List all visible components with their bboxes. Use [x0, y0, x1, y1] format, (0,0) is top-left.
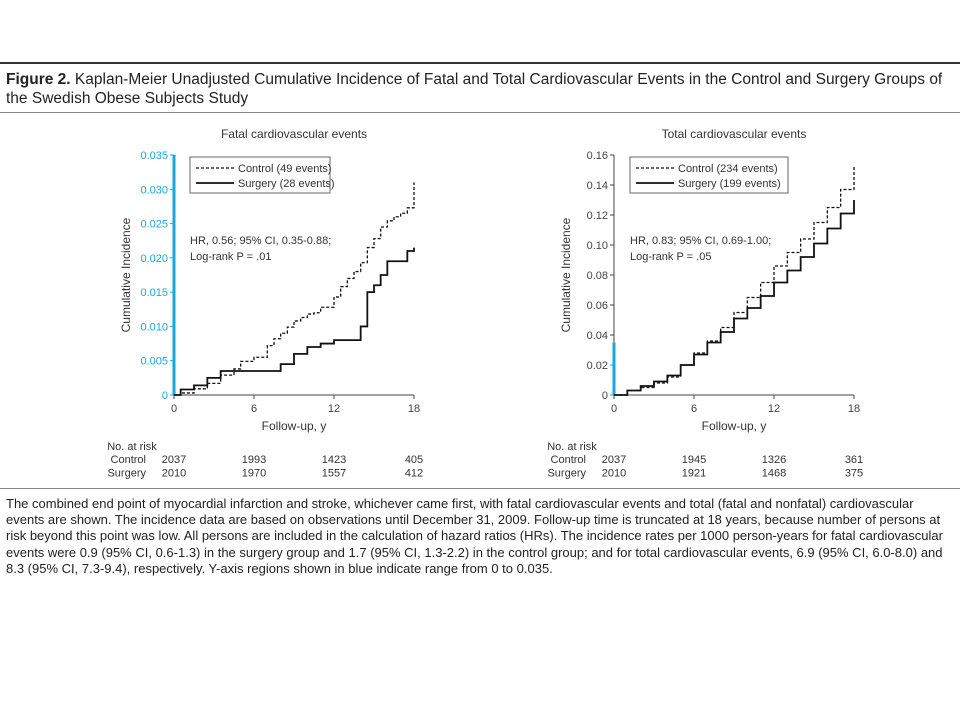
chart1-xtick-label: 6 [251, 403, 257, 415]
chart1-ytick-label: 0 [162, 390, 168, 402]
chart1-x-axis-label: Follow-up, y [262, 419, 327, 433]
chart2-ytick-label: 0.14 [587, 180, 608, 192]
chart2-annotation: HR, 0.83; 95% CI, 0.69-1.00; [630, 235, 771, 247]
figure-caption: The combined end point of myocardial inf… [6, 496, 943, 576]
chart2-xtick-label: 12 [768, 403, 780, 415]
chart1-series-control-line [174, 182, 415, 396]
chart2-title: Total cardiovascular events [662, 127, 807, 141]
chart2-risk-header: No. at risk [547, 441, 597, 453]
caption-rule [0, 488, 960, 489]
chart1-risk-value: 1970 [242, 468, 266, 480]
chart1-y-axis-label: Cumulative Incidence [119, 217, 133, 332]
chart1-risk-group: Surgery [107, 468, 146, 480]
chart1-risk-value: 1993 [242, 454, 266, 466]
chart1-risk-value: 2010 [162, 468, 186, 480]
title-rule [0, 112, 960, 113]
chart1-legend-label: Control (49 events) [238, 163, 332, 175]
chart2-risk-value: 1326 [762, 454, 786, 466]
figure-title: Figure 2. Kaplan-Meier Unadjusted Cumula… [6, 70, 954, 108]
chart1-risk-value: 2037 [162, 454, 186, 466]
chart2-annotation: Log-rank P = .05 [630, 251, 711, 263]
chart1-series-surgery-line [174, 247, 415, 396]
chart1-risk-value: 412 [405, 468, 423, 480]
figure-title-text: Kaplan-Meier Unadjusted Cumulative Incid… [6, 71, 943, 107]
chart1-risk-header: No. at risk [107, 441, 157, 453]
chart2-series-surgery-line [614, 200, 855, 396]
charts-canvas: Fatal cardiovascular events 0 0.005 0.010 0.… [107, 127, 863, 480]
chart2-risk-value: 2010 [602, 468, 626, 480]
chart2-risk-value: 1468 [762, 468, 786, 480]
chart2-ytick-label: 0.06 [587, 300, 608, 312]
chart2-y-axis-label: Cumulative Incidence [559, 217, 573, 332]
chart1-xtick-label: 0 [171, 403, 177, 415]
chart1-legend-box [189, 156, 331, 194]
figure-label: Figure 2. [6, 71, 71, 88]
chart2-risk-value: 2037 [602, 454, 626, 466]
chart2-ytick-label: 0 [602, 390, 608, 402]
chart2-ytick-label: 0.12 [587, 210, 608, 222]
chart2-x-axis-label: Follow-up, y [702, 419, 767, 433]
chart2-xtick-label: 6 [691, 403, 697, 415]
chart1-risk-value: 1557 [322, 468, 346, 480]
chart1-ytick-label: 0.035 [140, 150, 168, 162]
top-rule [0, 62, 960, 64]
chart1-ytick-label: 0.005 [140, 356, 168, 368]
chart2-ytick-label: 0.04 [587, 330, 608, 342]
chart1-ytick-label: 0.030 [140, 184, 168, 196]
chart1-ytick-label: 0.010 [140, 321, 168, 333]
chart2-risk-value: 1945 [682, 454, 706, 466]
chart1-ytick-label: 0.015 [140, 287, 168, 299]
chart1-risk-value: 1423 [322, 454, 346, 466]
chart1-xtick-label: 12 [328, 403, 340, 415]
chart2-ytick-label: 0.16 [587, 150, 608, 162]
chart1-risk-value: 405 [405, 454, 423, 466]
chart2-risk-group: Surgery [547, 468, 586, 480]
chart2-legend-box [629, 156, 789, 194]
chart1-ytick-label: 0.020 [140, 253, 168, 265]
chart2-ytick-label: 0.02 [587, 360, 608, 372]
chart1-risk-group: Control [111, 454, 146, 466]
chart2-series-control-line [614, 165, 855, 396]
chart2-risk-value: 375 [845, 468, 863, 480]
chart2-xtick-label: 18 [848, 403, 860, 415]
chart2-risk-value: 1921 [682, 468, 706, 480]
chart2-xtick-label: 0 [611, 403, 617, 415]
chart1-title: Fatal cardiovascular events [221, 127, 367, 141]
chart2-legend-label: Surgery (199 events) [678, 178, 781, 190]
chart2-risk-group: Control [551, 454, 586, 466]
chart1-ytick-label: 0.025 [140, 219, 168, 231]
chart1-annotation: Log-rank P = .01 [190, 251, 271, 263]
chart1-legend-label: Surgery (28 events) [238, 178, 335, 190]
chart2-ytick-label: 0.10 [587, 240, 608, 252]
chart2-risk-value: 361 [845, 454, 863, 466]
chart1-annotation: HR, 0.56; 95% CI, 0.35-0.88; [190, 235, 331, 247]
chart2-ytick-label: 0.08 [587, 270, 608, 282]
chart2-legend-label: Control (234 events) [678, 163, 778, 175]
chart1-xtick-label: 18 [408, 403, 420, 415]
